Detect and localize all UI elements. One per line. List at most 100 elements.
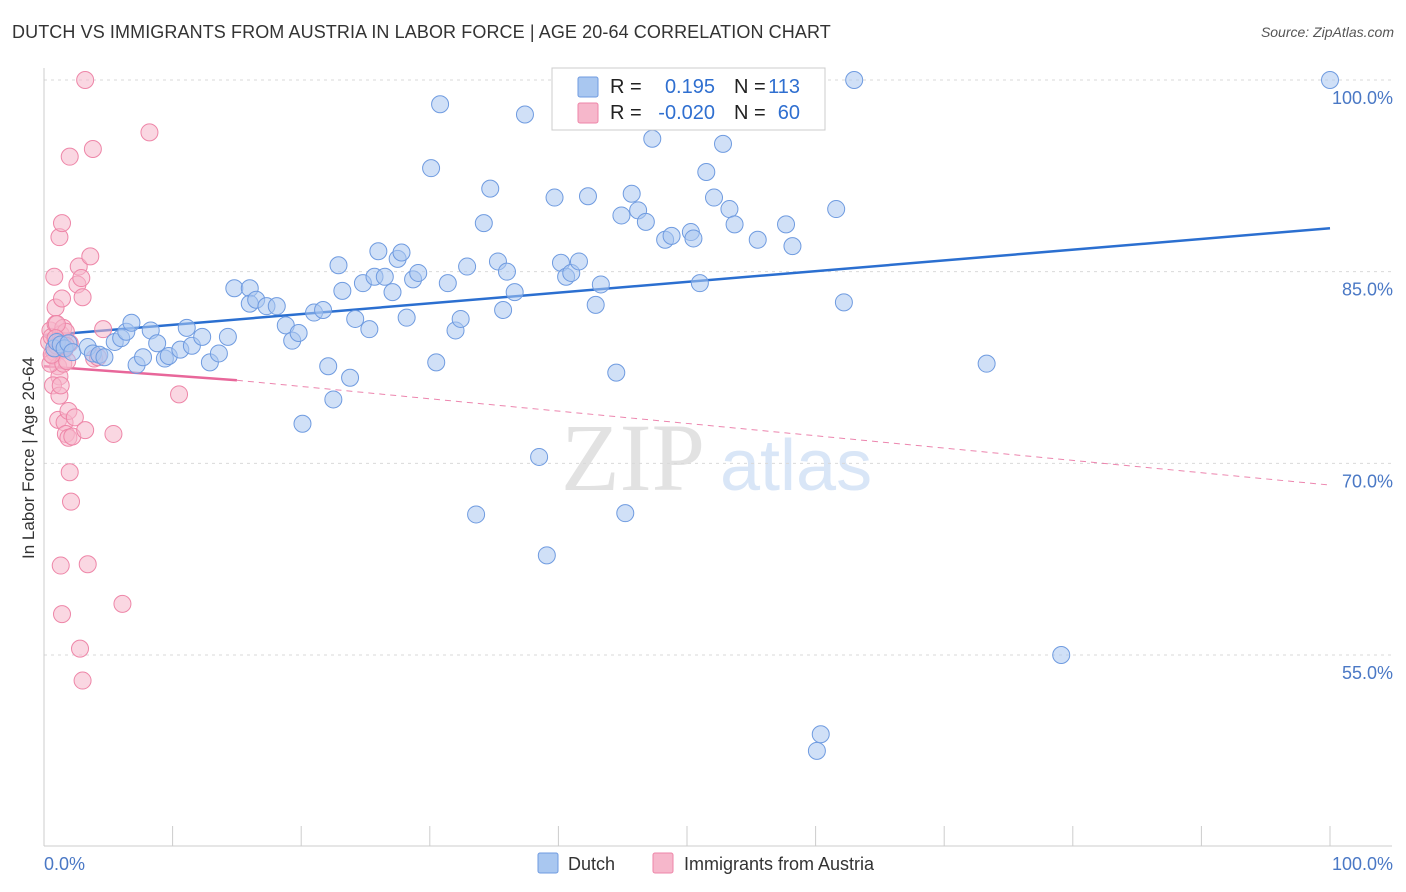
dutch-point bbox=[720, 200, 739, 219]
dutch-point bbox=[505, 283, 524, 302]
y-tick-label: 100.0% bbox=[1332, 88, 1393, 108]
dutch-point bbox=[607, 363, 626, 382]
dutch-point bbox=[193, 327, 212, 346]
austria-point bbox=[62, 492, 81, 511]
austria-point bbox=[113, 594, 132, 613]
axes bbox=[43, 68, 1392, 847]
dutch-point bbox=[616, 504, 635, 523]
austria-point bbox=[71, 639, 90, 658]
austria-point bbox=[78, 555, 97, 574]
stats-n-label-austria: N = bbox=[734, 102, 766, 124]
austria-point bbox=[73, 671, 92, 690]
trend-lines bbox=[43, 226, 1331, 486]
dutch-point bbox=[578, 187, 597, 206]
dutch-point bbox=[369, 242, 388, 261]
dutch-point bbox=[397, 308, 416, 327]
legend-label-austria: Immigrants from Austria bbox=[684, 854, 875, 874]
dutch-point bbox=[218, 327, 237, 346]
dutch-point bbox=[467, 505, 486, 524]
austria-point bbox=[73, 288, 92, 307]
austria-point bbox=[76, 421, 95, 440]
austria-point bbox=[53, 289, 72, 308]
dutch-point bbox=[95, 348, 114, 367]
dutch-point bbox=[333, 281, 352, 300]
dutch-point bbox=[458, 257, 477, 276]
dutch-point bbox=[122, 313, 141, 332]
chart-title: DUTCH VS IMMIGRANTS FROM AUSTRIA IN LABO… bbox=[12, 22, 831, 42]
austria-point bbox=[94, 320, 113, 339]
dutch-point bbox=[438, 274, 457, 293]
austria-point bbox=[140, 123, 159, 142]
dutch-point bbox=[383, 283, 402, 302]
dutch-point bbox=[1321, 71, 1339, 89]
dutch-point bbox=[807, 741, 826, 760]
dutch-point bbox=[545, 188, 564, 207]
austria-point bbox=[72, 269, 91, 288]
dutch-point bbox=[690, 274, 709, 293]
austria-point bbox=[76, 71, 95, 89]
dutch-point bbox=[177, 318, 196, 337]
austria-point bbox=[65, 408, 84, 427]
dutch-point bbox=[451, 309, 470, 328]
dutch-point bbox=[314, 301, 333, 319]
dutch-point bbox=[811, 725, 830, 744]
austria-point bbox=[51, 556, 70, 575]
dutch-point bbox=[225, 279, 244, 298]
dutch-point bbox=[63, 343, 82, 362]
x-tick-label-max: 100.0% bbox=[1332, 854, 1393, 874]
y-axis-label: In Labor Force | Age 20-64 bbox=[19, 357, 38, 559]
dutch-point bbox=[530, 447, 549, 466]
dutch-point bbox=[474, 214, 493, 233]
y-tick-label: 85.0% bbox=[1342, 280, 1393, 300]
austria-point bbox=[60, 147, 79, 166]
gridlines bbox=[44, 79, 1392, 656]
dutch-point bbox=[427, 353, 446, 372]
dutch-point bbox=[148, 334, 167, 353]
stats-n-value-dutch: 113 bbox=[768, 76, 800, 98]
austria-point bbox=[60, 463, 79, 482]
y-tick-labels: 55.0% 70.0% 85.0% 100.0% bbox=[1332, 88, 1393, 683]
dutch-point bbox=[329, 256, 348, 275]
austria-trend-line bbox=[43, 364, 237, 382]
dutch-point bbox=[392, 243, 411, 262]
stats-swatch-austria bbox=[577, 102, 599, 124]
dutch-point bbox=[748, 230, 767, 249]
stats-r-label-dutch: R = bbox=[610, 76, 642, 98]
series-legend: Dutch Immigrants from Austria bbox=[537, 852, 875, 874]
dutch-point bbox=[324, 390, 343, 409]
dutch-point bbox=[569, 252, 588, 271]
austria-point bbox=[81, 247, 100, 266]
dutch-point bbox=[409, 263, 428, 282]
dutch-point bbox=[777, 215, 796, 234]
stats-swatch-dutch bbox=[577, 76, 599, 98]
stats-legend: R = 0.195 N = 113 R = -0.020 N = 60 bbox=[551, 67, 826, 131]
stats-r-value-austria: -0.020 bbox=[658, 102, 715, 124]
austria-trend-line-dashed bbox=[236, 379, 1331, 486]
legend-label-dutch: Dutch bbox=[568, 854, 615, 874]
dutch-point bbox=[515, 105, 534, 124]
dutch-point bbox=[360, 320, 379, 339]
dutch-point bbox=[705, 188, 724, 207]
dutch-point bbox=[293, 414, 312, 433]
y-tick-label: 55.0% bbox=[1342, 663, 1393, 683]
austria-point bbox=[51, 376, 70, 395]
dutch-point bbox=[422, 159, 441, 178]
x-tick-label-min: 0.0% bbox=[44, 854, 85, 874]
dutch-point bbox=[684, 229, 703, 248]
dutch-point bbox=[209, 344, 228, 363]
y-tick-label: 70.0% bbox=[1342, 471, 1393, 491]
dutch-point bbox=[341, 368, 360, 387]
dutch-point bbox=[267, 297, 286, 316]
legend-swatch-austria bbox=[652, 852, 674, 874]
dutch-point bbox=[494, 301, 513, 319]
dutch-point bbox=[319, 357, 338, 376]
dutch-point bbox=[827, 200, 846, 219]
dutch-point bbox=[636, 212, 655, 231]
dutch-point bbox=[1052, 646, 1071, 664]
dutch-point bbox=[725, 215, 744, 234]
austria-point bbox=[45, 267, 64, 286]
dutch-point bbox=[375, 267, 394, 286]
dutch-point bbox=[586, 295, 605, 314]
legend-swatch-dutch bbox=[537, 852, 559, 874]
source-label: Source: ZipAtlas.com bbox=[1260, 24, 1394, 40]
